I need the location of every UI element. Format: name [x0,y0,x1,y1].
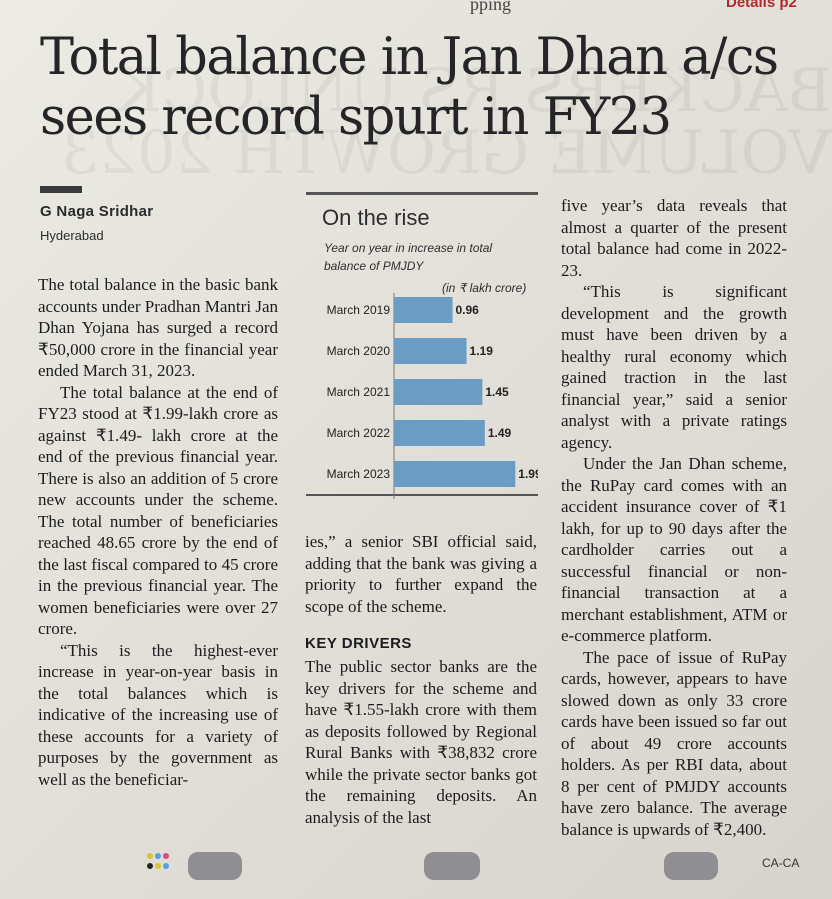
subhead: KEY DRIVERS [305,635,412,652]
color-registration-marks [146,852,174,872]
byline: G Naga Sridhar [40,203,154,220]
chart-category-label: March 2022 [327,426,391,440]
paragraph: The total balance at the end of FY23 sto… [38,382,278,639]
chart-value-label: 1.45 [485,385,509,399]
chart-title: On the rise [322,205,430,230]
chart-value-label: 1.99 [518,467,538,481]
headline: Total balance in Jan Dhan a/cs sees reco… [40,28,779,147]
paragraph: The pace of issue of RuPay cards, howeve… [561,647,787,839]
page-reference: Details p2 [726,0,797,11]
column-2: ies,” a senior SBI official said, adding… [305,531,537,828]
chart-subtitle: Year on year in increase in total balanc… [324,241,493,273]
edition-code: CA-CA [762,856,800,870]
chart-bar [394,379,483,405]
chart-category-label: March 2019 [327,303,391,317]
binding-mark [424,852,480,880]
chart-bar [394,420,485,446]
byline-rule [40,186,82,193]
chart-bar [394,297,453,323]
chart-plot: March 2019 0.96 March 2020 1.19 March 2021 1.… [327,293,538,499]
chart-bar [394,461,516,487]
masthead-fragment: pping [470,0,512,14]
dateline: Hyderabad [40,228,104,243]
chart-category-label: March 2020 [327,344,391,358]
chart-bar [394,338,467,364]
chart-category-label: March 2021 [327,385,391,399]
paragraph: “This is the highest-ever increase in ye… [38,640,278,789]
bar-chart: On the rise Year on year in increase in … [306,192,538,499]
paragraph: Under the Jan Dhan scheme, the RuPay car… [561,454,787,645]
paragraph: The public sector banks are the key driv… [305,657,537,827]
paragraph: The total balance in the basic bank acco… [38,275,278,380]
paragraph: “This is significant development and the… [561,282,787,452]
binding-mark [188,852,242,880]
chart-value-label: 1.19 [470,344,494,358]
paragraph: five year’s data reveals that almost a q… [561,196,787,280]
chart-value-label: 1.49 [488,426,512,440]
column-1: The total balance in the basic bank acco… [38,274,278,790]
chart-unit: (in ₹ lakh crore) [442,281,527,295]
chart-category-label: March 2023 [327,467,391,481]
column-3: five year’s data reveals that almost a q… [561,195,787,840]
binding-mark [664,852,718,880]
chart-value-label: 0.96 [456,303,480,317]
paragraph: ies,” a senior SBI official said, adding… [305,532,537,616]
